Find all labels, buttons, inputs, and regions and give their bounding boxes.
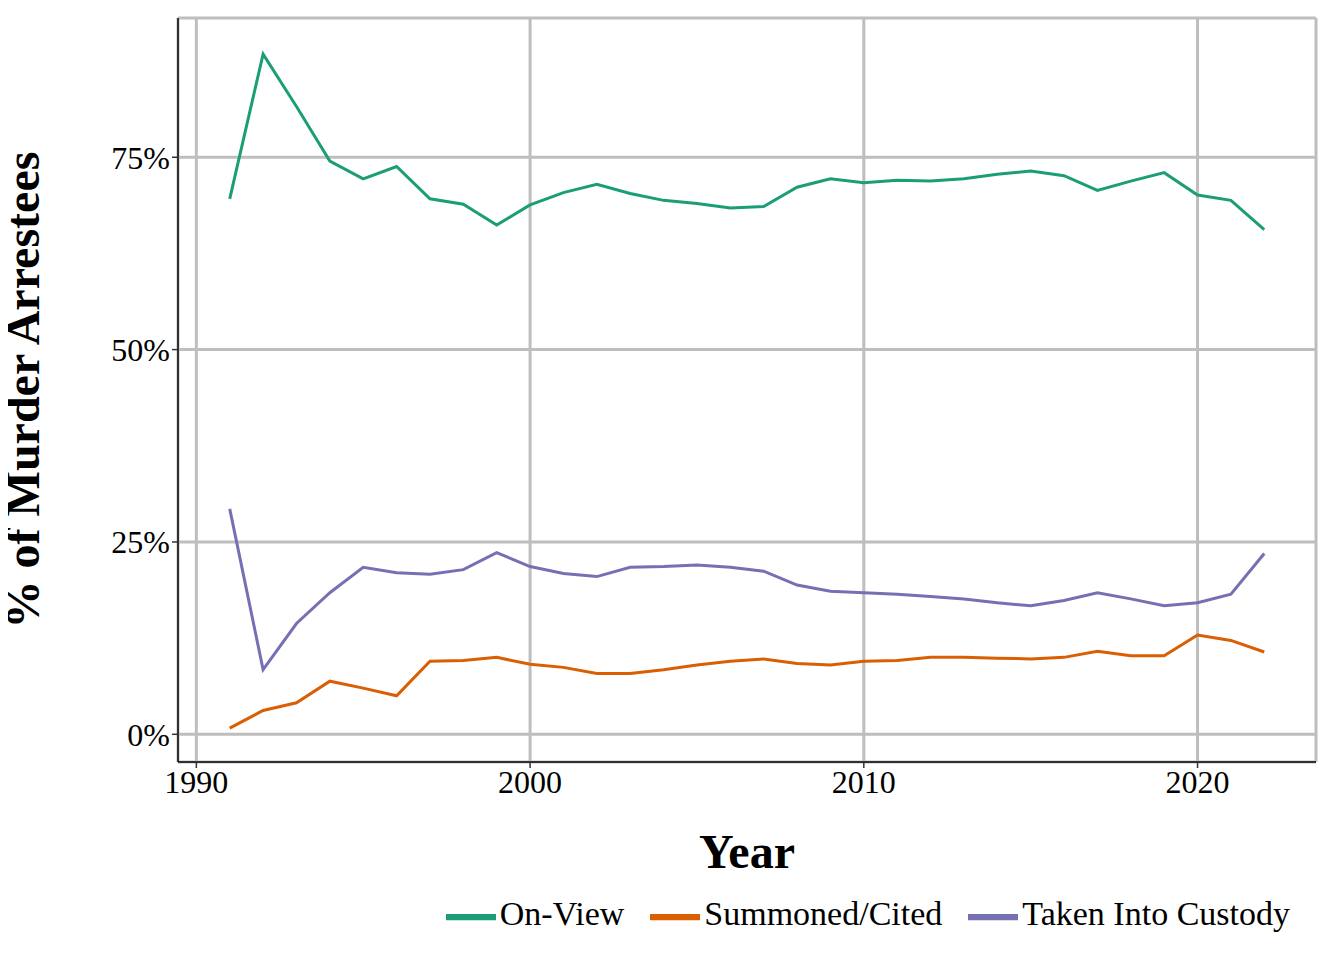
svg-text:2020: 2020: [1166, 764, 1230, 800]
svg-text:2000: 2000: [498, 764, 562, 800]
svg-text:Year: Year: [699, 825, 795, 878]
svg-text:0%: 0%: [127, 717, 170, 753]
html-text:On-View: On-View: [499, 894, 625, 932]
html-text:Taken Into Custody: Taken Into Custody: [1022, 894, 1290, 932]
svg-text:1990: 1990: [164, 764, 228, 800]
svg-text:% of Murder Arrestees: % of Murder Arrestees: [8, 152, 49, 629]
svg-text:50%: 50%: [111, 332, 170, 368]
svg-text:25%: 25%: [111, 524, 170, 560]
html-text:Summoned/Cited: Summoned/Cited: [704, 894, 943, 932]
svg-text:75%: 75%: [111, 140, 170, 176]
svg-text:2010: 2010: [832, 764, 896, 800]
